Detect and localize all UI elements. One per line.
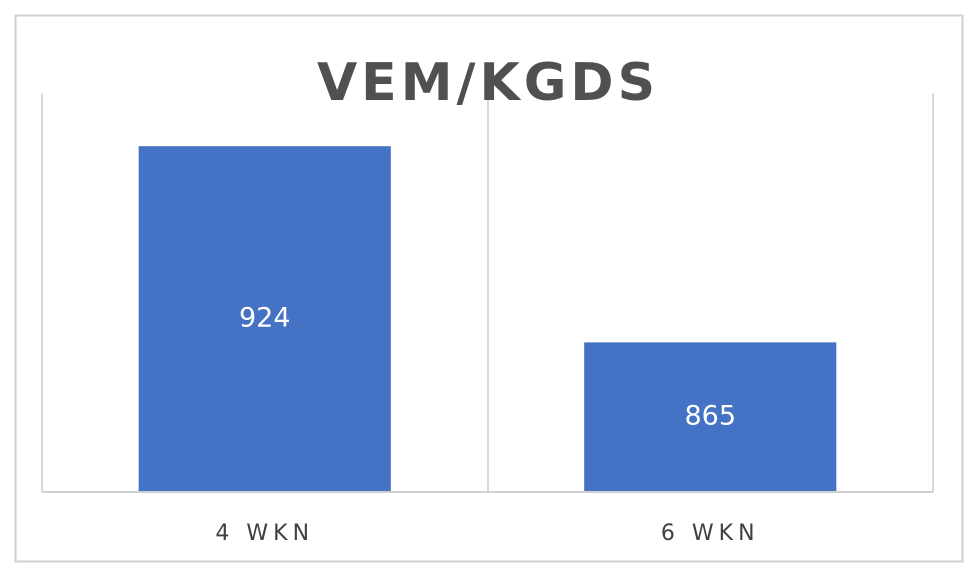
data-label: 924 <box>239 303 291 334</box>
x-tick-label: 6 WKN <box>661 521 760 546</box>
x-tick-label: 4 WKN <box>215 521 314 546</box>
data-label: 865 <box>684 401 736 432</box>
bar <box>138 146 391 492</box>
chart-title: VEM/KGDS <box>317 53 659 113</box>
bar <box>584 342 837 492</box>
